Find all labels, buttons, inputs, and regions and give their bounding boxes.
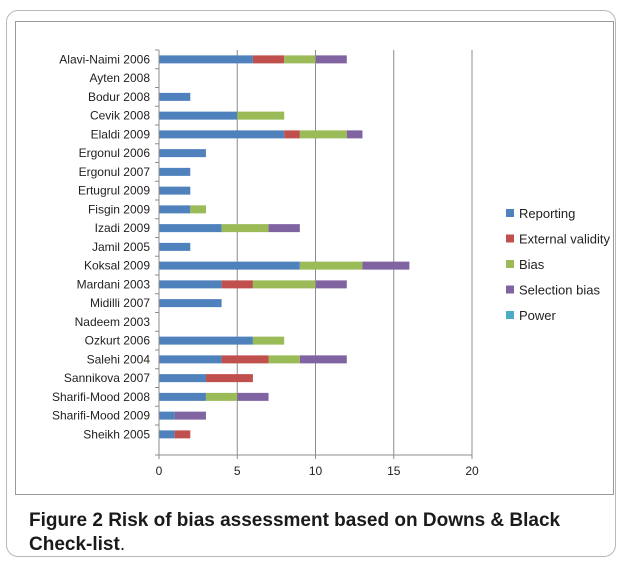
x-tick-label: 10 bbox=[309, 464, 323, 478]
chart-area: Alavi-Naimi 2006 Ayten 2008 Bodur 2008 Cevi… bbox=[15, 21, 614, 495]
bar-mardani-2003-bias bbox=[252, 280, 316, 289]
bar-fisgin-2009-bias bbox=[190, 205, 206, 214]
bar-sheikh-2005-reporting bbox=[159, 430, 175, 439]
bar-elaldi-2009-selection-bias bbox=[346, 130, 363, 139]
legend: Reporting External validity Bias Selection … bbox=[506, 206, 611, 323]
bar-koksal-2009-bias bbox=[299, 261, 363, 270]
bar-izadi-2009-bias bbox=[221, 224, 269, 233]
category-label: Sheikh 2005 bbox=[83, 427, 150, 441]
bar-salehi-2004-external-validity bbox=[221, 355, 269, 364]
bar-salehi-2004-bias bbox=[268, 355, 300, 364]
bar-ozkurt-2006-reporting bbox=[159, 336, 253, 345]
legend-swatch-bias bbox=[506, 260, 514, 268]
bar-sharifi-mood-2008-bias bbox=[205, 392, 238, 401]
legend-swatch-external-validity bbox=[506, 234, 514, 243]
category-label: Midilli 2007 bbox=[90, 296, 150, 310]
category-label: Ertugrul 2009 bbox=[78, 184, 150, 198]
bar-elaldi-2009-external-validity bbox=[284, 130, 300, 139]
bar-mardani-2003-reporting bbox=[159, 280, 222, 289]
legend-label-power: Power bbox=[519, 308, 557, 323]
legend-label-external-validity: External validity bbox=[519, 232, 611, 247]
bar-koksal-2009-selection-bias bbox=[362, 261, 410, 270]
legend-swatch-reporting bbox=[506, 209, 514, 217]
bar-salehi-2004-reporting bbox=[159, 355, 222, 364]
bar-sheikh-2005-external-validity bbox=[174, 430, 191, 439]
x-tick-label: 15 bbox=[387, 464, 401, 478]
bar-jamil-2005-reporting bbox=[159, 242, 191, 251]
bar-alavi-naimi-2006-selection-bias bbox=[315, 55, 347, 64]
x-tick-label: 5 bbox=[234, 464, 241, 478]
caption-title: Risk of bias assessment based on Downs &… bbox=[29, 510, 561, 555]
category-label: Ozkurt 2006 bbox=[85, 334, 151, 348]
category-label: Salehi 2004 bbox=[87, 352, 151, 366]
bar-midilli-2007-reporting bbox=[159, 299, 222, 308]
category-label: Nadeem 2003 bbox=[75, 315, 151, 329]
category-label: Cevik 2008 bbox=[90, 109, 150, 123]
axes bbox=[155, 49, 473, 459]
bar-sannikova-2007-reporting bbox=[159, 374, 206, 383]
bar-sharifi-mood-2009-reporting bbox=[159, 411, 175, 420]
category-label: Bodur 2008 bbox=[88, 90, 150, 104]
bar-ozkurt-2006-bias bbox=[252, 336, 285, 345]
legend-label-selection-bias: Selection bias bbox=[519, 283, 600, 298]
bar-elaldi-2009-bias bbox=[299, 130, 347, 139]
bar-cevik-2008-reporting bbox=[159, 111, 238, 120]
bar-elaldi-2009-reporting bbox=[159, 130, 285, 139]
bar-sannikova-2007-external-validity bbox=[205, 374, 253, 383]
figure-frame: Alavi-Naimi 2006 Ayten 2008 Bodur 2008 Cevi… bbox=[6, 10, 616, 557]
bar-alavi-naimi-2006-bias bbox=[284, 55, 316, 64]
legend-swatch-power bbox=[506, 311, 514, 319]
bar-salehi-2004-selection-bias bbox=[299, 355, 347, 364]
legend-label-reporting: Reporting bbox=[519, 206, 575, 221]
category-label: Ergonul 2006 bbox=[79, 146, 151, 160]
category-label: Jamil 2005 bbox=[92, 240, 150, 254]
bar-sharifi-mood-2009-selection-bias bbox=[174, 411, 206, 420]
bar-mardani-2003-selection-bias bbox=[315, 280, 347, 289]
caption-label: Figure 2 bbox=[29, 510, 103, 531]
bar-mardani-2003-external-validity bbox=[221, 280, 253, 289]
bar-fisgin-2009-reporting bbox=[159, 205, 191, 214]
stacked-bar-chart: Alavi-Naimi 2006 Ayten 2008 Bodur 2008 Cevi… bbox=[52, 49, 611, 478]
bar-sharifi-mood-2008-selection-bias bbox=[237, 392, 269, 401]
gridlines bbox=[236, 50, 473, 455]
bar-izadi-2009-selection-bias bbox=[268, 224, 300, 233]
category-label: Sharifi-Mood 2008 bbox=[52, 390, 150, 404]
figure-caption: Figure 2 Risk of bias assessment based o… bbox=[29, 509, 614, 557]
bar-bodur-2008-reporting bbox=[159, 92, 191, 101]
category-label: Fisgin 2009 bbox=[88, 202, 150, 216]
bar-koksal-2009-reporting bbox=[159, 261, 300, 270]
bar-alavi-naimi-2006-reporting bbox=[159, 55, 253, 64]
category-label: Koksal 2009 bbox=[84, 259, 150, 273]
bar-sharifi-mood-2008-reporting bbox=[159, 392, 206, 401]
bars bbox=[159, 55, 410, 439]
bar-ergonul-2006-reporting bbox=[159, 149, 206, 158]
category-label: Ergonul 2007 bbox=[79, 165, 151, 179]
bar-cevik-2008-bias bbox=[237, 111, 285, 120]
category-label: Mardani 2003 bbox=[77, 277, 151, 291]
bar-ertugrul-2009-reporting bbox=[159, 186, 191, 195]
bar-ergonul-2007-reporting bbox=[159, 167, 191, 176]
category-label: Ayten 2008 bbox=[90, 71, 151, 85]
category-label: Izadi 2009 bbox=[95, 221, 151, 235]
x-tick-label: 20 bbox=[465, 464, 479, 478]
category-label: Elaldi 2009 bbox=[91, 127, 151, 141]
bar-alavi-naimi-2006-external-validity bbox=[252, 55, 285, 64]
category-label: Alavi-Naimi 2006 bbox=[59, 52, 150, 66]
x-tick-label: 0 bbox=[156, 464, 163, 478]
legend-swatch-selection-bias bbox=[506, 285, 514, 294]
category-label: Sharifi-Mood 2009 bbox=[52, 409, 150, 423]
x-tick-labels: 0 5 10 15 20 bbox=[156, 464, 479, 478]
legend-label-bias: Bias bbox=[519, 257, 545, 272]
category-labels: Alavi-Naimi 2006 Ayten 2008 Bodur 2008 Cevi… bbox=[52, 52, 150, 441]
bar-izadi-2009-reporting bbox=[159, 224, 222, 233]
caption-end: . bbox=[119, 534, 126, 555]
category-label: Sannikova 2007 bbox=[64, 371, 150, 385]
